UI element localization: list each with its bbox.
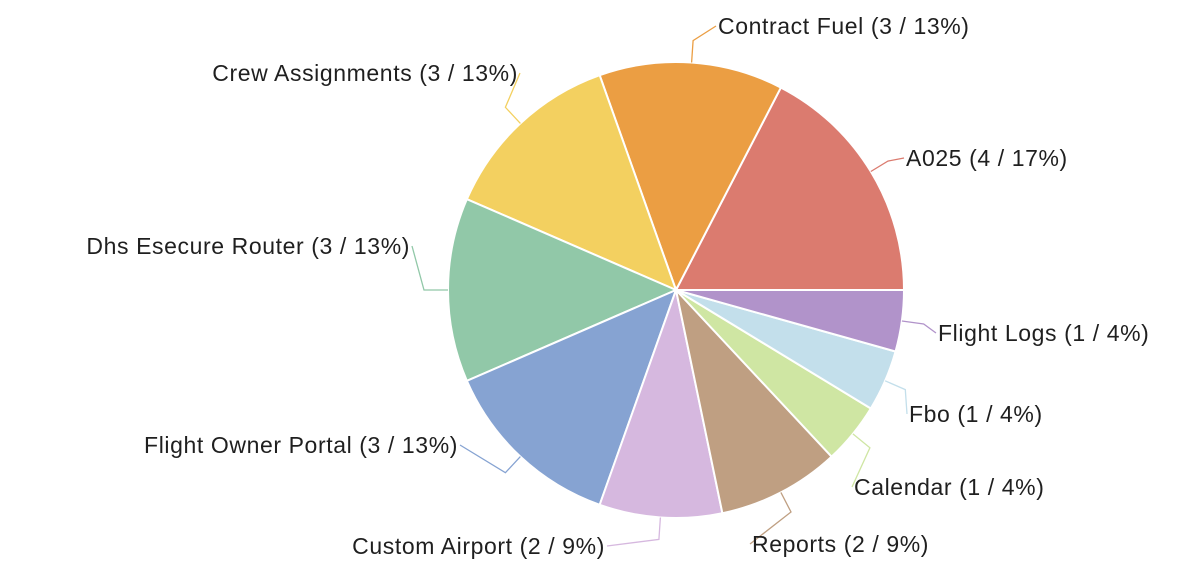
leader-line-1: [870, 157, 905, 173]
slice-label-10: Flight Logs (1 / 4%): [938, 320, 1149, 346]
leader-line-9: [884, 380, 908, 415]
pie-slice-4[interactable]: [447, 197, 679, 383]
leader-line-7: [749, 492, 792, 545]
slice-label-2: Contract Fuel (3 / 13%): [718, 13, 970, 39]
slice-label-8: Calendar (1 / 4%): [854, 474, 1044, 500]
slice-label-3: Crew Assignments (3 / 13%): [212, 60, 518, 86]
pie-slice-10[interactable]: [675, 289, 906, 353]
pie-slice-3[interactable]: [465, 73, 678, 292]
slice-label-7: Reports (2 / 9%): [752, 531, 929, 557]
leader-line-10: [901, 320, 937, 334]
leader-line-6: [606, 517, 662, 547]
leader-line-5: [459, 444, 521, 474]
pie-slice-1[interactable]: [674, 86, 906, 291]
leader-lines-layer: [411, 25, 937, 547]
slice-label-6: Custom Airport (2 / 9%): [352, 533, 605, 559]
pie-slice-6[interactable]: [598, 286, 724, 519]
slice-label-4: Dhs Esecure Router (3 / 13%): [86, 233, 410, 259]
leader-line-2: [690, 25, 717, 63]
slice-label-5: Flight Owner Portal (3 / 13%): [144, 432, 458, 458]
slices-layer: [447, 61, 906, 519]
leader-line-3: [504, 72, 521, 124]
pie-slice-2[interactable]: [598, 61, 783, 293]
leader-line-8: [851, 433, 871, 488]
slice-label-1: A025 (4 / 17%): [906, 145, 1068, 171]
slice-label-9: Fbo (1 / 4%): [909, 401, 1043, 427]
pie-slice-5[interactable]: [465, 288, 678, 507]
labels-layer: A025 (4 / 17%) Contract Fuel (3 / 13%) Cre…: [86, 13, 1149, 559]
leader-line-4: [411, 245, 448, 291]
